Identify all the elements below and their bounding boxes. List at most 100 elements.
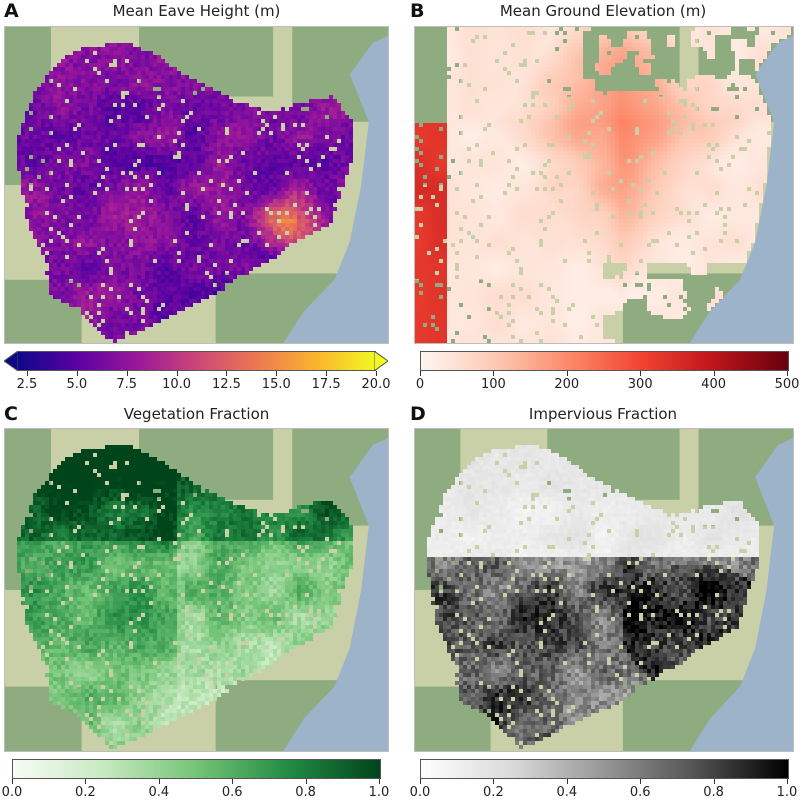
data-cell bbox=[333, 175, 337, 179]
data-cell bbox=[57, 247, 61, 251]
data-cell bbox=[495, 91, 499, 95]
data-cell bbox=[109, 151, 113, 155]
data-cell bbox=[49, 211, 53, 215]
data-cell bbox=[125, 207, 129, 211]
data-cell bbox=[249, 211, 253, 215]
data-cell bbox=[177, 203, 181, 207]
data-cell bbox=[97, 167, 101, 171]
data-cell bbox=[165, 191, 169, 195]
data-cell bbox=[145, 95, 149, 99]
data-cell bbox=[273, 155, 277, 159]
data-cell bbox=[285, 219, 289, 223]
data-cell bbox=[109, 299, 113, 303]
data-cell bbox=[579, 35, 583, 39]
data-cell bbox=[265, 111, 269, 115]
data-cell bbox=[85, 283, 89, 287]
data-cell bbox=[587, 27, 591, 31]
data-cell bbox=[233, 147, 237, 151]
data-cell bbox=[217, 187, 221, 191]
data-cell bbox=[113, 111, 117, 115]
data-cell bbox=[93, 219, 97, 223]
data-cell bbox=[755, 67, 759, 71]
data-cell bbox=[229, 255, 233, 259]
data-cell bbox=[29, 195, 33, 199]
data-cell bbox=[77, 147, 81, 151]
data-cell bbox=[253, 175, 257, 179]
data-cell bbox=[177, 91, 181, 95]
data-cell bbox=[229, 127, 233, 131]
data-cell bbox=[101, 275, 105, 279]
data-cell bbox=[197, 235, 201, 239]
data-cell bbox=[647, 51, 651, 55]
data-cell bbox=[73, 107, 77, 111]
data-cell bbox=[125, 299, 129, 303]
data-cell bbox=[289, 191, 293, 195]
data-cell bbox=[157, 231, 161, 235]
data-cell bbox=[201, 115, 205, 119]
data-cell bbox=[185, 247, 189, 251]
data-cell bbox=[691, 87, 695, 91]
data-cell bbox=[141, 267, 145, 271]
data-cell bbox=[523, 67, 527, 71]
data-cell bbox=[543, 67, 547, 71]
data-cell bbox=[257, 183, 261, 187]
data-cell bbox=[65, 263, 69, 267]
data-cell bbox=[69, 275, 73, 279]
data-cell bbox=[245, 175, 249, 179]
data-cell bbox=[317, 115, 321, 119]
data-cell bbox=[113, 247, 117, 251]
data-cell bbox=[273, 231, 277, 235]
data-cell bbox=[129, 159, 133, 163]
data-cell bbox=[105, 227, 109, 231]
data-cell bbox=[81, 83, 85, 87]
data-cell bbox=[743, 39, 747, 43]
data-cell bbox=[65, 123, 69, 127]
data-cell bbox=[157, 163, 161, 167]
data-cell bbox=[129, 67, 133, 71]
data-cell bbox=[73, 143, 77, 147]
data-cell bbox=[217, 275, 221, 279]
data-cell bbox=[97, 123, 101, 127]
data-cell bbox=[467, 59, 471, 63]
data-cell bbox=[165, 303, 169, 307]
data-cell bbox=[515, 75, 519, 79]
data-cell bbox=[53, 147, 57, 151]
data-cell bbox=[21, 135, 25, 139]
data-cell bbox=[277, 199, 281, 203]
data-cell bbox=[141, 327, 145, 331]
data-cell bbox=[225, 179, 229, 183]
data-cell bbox=[93, 131, 97, 135]
data-cell bbox=[499, 27, 503, 31]
data-cell bbox=[121, 127, 125, 131]
data-cell bbox=[73, 67, 77, 71]
data-cell bbox=[329, 207, 333, 211]
colorbar-tick bbox=[276, 371, 278, 376]
data-cell bbox=[747, 55, 751, 59]
data-cell bbox=[21, 179, 25, 183]
data-cell bbox=[707, 75, 711, 79]
data-cell bbox=[261, 211, 265, 215]
data-cell bbox=[499, 79, 503, 83]
data-cell bbox=[113, 47, 117, 51]
data-cell bbox=[65, 219, 69, 223]
data-cell bbox=[265, 255, 269, 259]
data-cell bbox=[221, 123, 225, 127]
data-cell bbox=[273, 191, 277, 195]
data-cell bbox=[309, 179, 313, 183]
data-cell bbox=[571, 43, 575, 47]
data-cell bbox=[101, 103, 105, 107]
data-cell bbox=[125, 95, 129, 99]
data-cell bbox=[69, 139, 73, 143]
data-cell bbox=[61, 295, 65, 299]
data-cell bbox=[133, 307, 137, 311]
data-cell bbox=[675, 95, 679, 99]
data-cell bbox=[165, 215, 169, 219]
data-cell bbox=[25, 119, 29, 123]
data-cell bbox=[33, 107, 37, 111]
data-cell bbox=[117, 199, 121, 203]
data-cell bbox=[233, 175, 237, 179]
data-cell bbox=[691, 31, 695, 35]
data-cell bbox=[447, 79, 451, 83]
data-cell bbox=[475, 31, 479, 35]
data-cell bbox=[137, 295, 141, 299]
